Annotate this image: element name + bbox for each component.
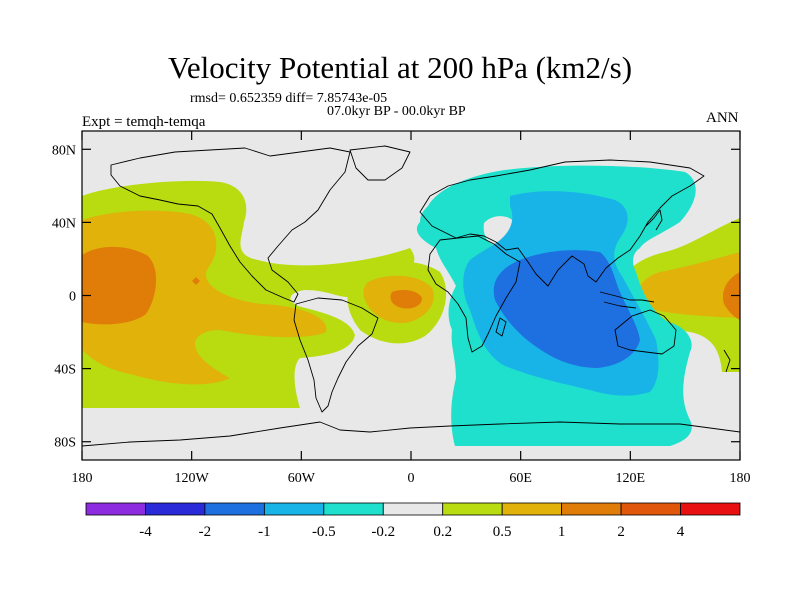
- colorbar-swatch: [501, 502, 563, 516]
- lon-tick-label: 120W: [175, 471, 210, 486]
- colorbar-label: 0.2: [433, 524, 452, 540]
- coastline-indonesia: [599, 291, 655, 309]
- colorbar-swatch: [263, 502, 325, 516]
- colorbar-label: 4: [677, 524, 685, 540]
- contour-pos-1-atlantic: [390, 290, 422, 309]
- coastline-japan: [645, 209, 663, 231]
- colorbar-label: 0.5: [493, 524, 512, 540]
- colorbar-swatch: [323, 502, 384, 516]
- contour-neg-1-indian: [493, 250, 640, 368]
- colorbar-swatch: [561, 502, 622, 516]
- period-label: 07.0kyr BP - 00.0kyr BP: [327, 104, 466, 119]
- colorbar-label: -0.5: [312, 524, 336, 540]
- lon-tick-label: 120E: [616, 471, 646, 486]
- lat-tick-label: 80S: [54, 436, 76, 451]
- coastlines: [82, 145, 740, 447]
- coastline-madagascar: [495, 317, 507, 337]
- season-label: ANN: [706, 110, 739, 126]
- velocity-potential-field: [82, 131, 740, 460]
- colorbar-label: -2: [199, 524, 212, 540]
- coastline-eurasia: [419, 159, 705, 287]
- colorbar: -4 -2 -1 -0.5 -0.2 0.2 0.5 1 2 4: [85, 502, 741, 540]
- coastline-australia: [614, 309, 677, 355]
- colorbar-label: 2: [617, 524, 625, 540]
- colorbar-swatch: [620, 502, 681, 516]
- lon-tick-label: 60W: [288, 471, 316, 486]
- colorbar-swatch: [442, 502, 503, 516]
- coastline-north-america: [110, 147, 351, 303]
- colorbar-label: 1: [558, 524, 566, 540]
- coastline-greenland: [349, 145, 411, 181]
- colorbar-swatch: [145, 502, 206, 516]
- latitude-axis: 80N 40N 0 40S 80S: [52, 143, 740, 451]
- lon-tick-label: 0: [408, 471, 415, 486]
- stats-label: rmsd= 0.652359 diff= 7.85743e-05: [190, 91, 388, 106]
- lon-tick-label: 60E: [509, 471, 532, 486]
- colorbar-swatch: [680, 502, 741, 516]
- colorbar-swatch: [382, 502, 444, 516]
- lat-tick-label: 80N: [52, 143, 76, 158]
- contour-pos-1-pacific: [82, 246, 157, 325]
- coastline-south-america: [293, 297, 379, 413]
- lat-tick-label: 0: [69, 290, 76, 305]
- colorbar-label: -0.2: [371, 524, 395, 540]
- longitude-axis: 180 120W 60W 0 60E 120E 180: [72, 131, 751, 486]
- coastline-new-zealand: [723, 349, 731, 373]
- colorbar-swatch: [85, 502, 146, 516]
- figure-title: Velocity Potential at 200 hPa (km2/s): [167, 50, 633, 85]
- coastline-antarctica: [82, 421, 740, 447]
- colorbar-swatch: [204, 502, 265, 516]
- experiment-label: Expt = temqh-temqa: [82, 114, 206, 130]
- contour-pos-1-spot: [192, 277, 200, 285]
- coastline-africa: [427, 235, 521, 353]
- lon-tick-label: 180: [72, 471, 93, 486]
- lat-tick-label: 40S: [54, 363, 76, 378]
- colorbar-label: -1: [258, 524, 271, 540]
- lat-tick-label: 40N: [52, 216, 76, 231]
- lon-tick-label: 180: [730, 471, 751, 486]
- colorbar-label: -4: [139, 524, 152, 540]
- contour-pos-0.5-westpac: [637, 252, 740, 318]
